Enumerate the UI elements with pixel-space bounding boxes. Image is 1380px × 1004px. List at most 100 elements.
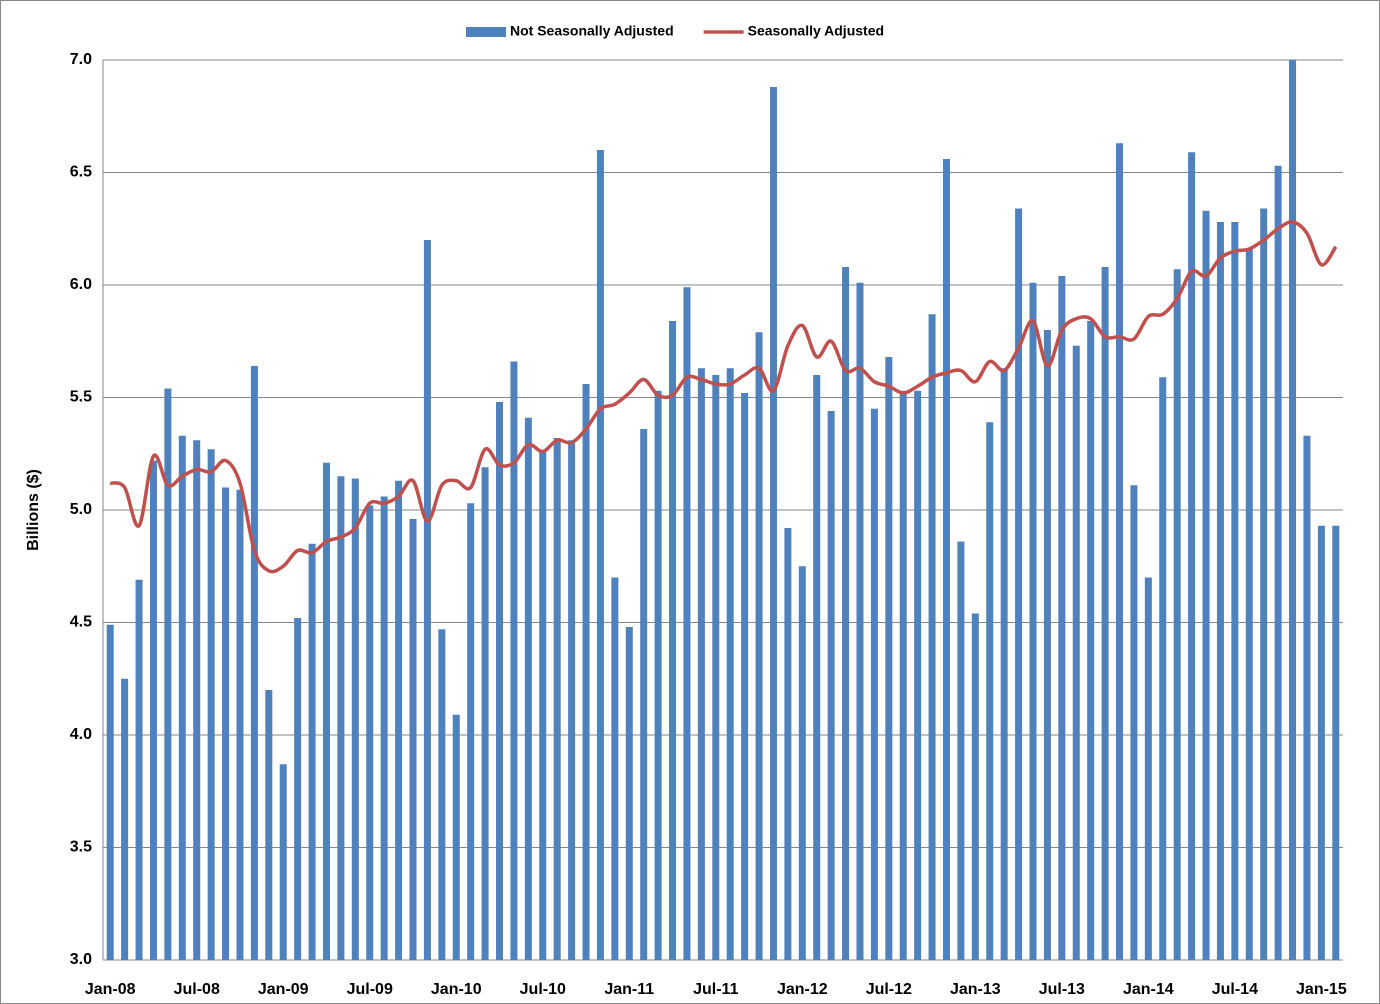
bar xyxy=(510,361,518,960)
x-tick-label: Jul-08 xyxy=(174,981,220,998)
x-tick-label: Jul-13 xyxy=(1039,981,1085,998)
bar xyxy=(856,282,864,960)
bar xyxy=(423,240,431,960)
bar xyxy=(1159,377,1167,960)
bar xyxy=(957,541,965,960)
x-tick-label: Jan-10 xyxy=(431,981,482,998)
bar xyxy=(1116,143,1124,960)
bar xyxy=(1130,485,1138,960)
bar xyxy=(351,478,359,960)
bar xyxy=(1101,267,1109,960)
bar xyxy=(842,267,850,960)
bar xyxy=(1072,345,1080,960)
bar xyxy=(1015,208,1023,960)
x-tick-label: Jan-15 xyxy=(1296,981,1347,998)
bar xyxy=(164,388,172,960)
bar xyxy=(135,579,143,960)
bar xyxy=(899,390,907,960)
bar xyxy=(1029,282,1037,960)
bar xyxy=(308,543,316,960)
bar xyxy=(1303,435,1311,960)
bar xyxy=(366,505,374,960)
x-tick-label: Jan-08 xyxy=(85,981,136,998)
bar xyxy=(1144,577,1152,960)
bar xyxy=(741,393,749,960)
bar xyxy=(712,375,720,960)
bar xyxy=(1000,368,1008,960)
x-tick-label: Jul-11 xyxy=(693,981,738,998)
legend-label: Not Seasonally Adjusted xyxy=(510,23,674,39)
y-tick-label: 4.0 xyxy=(70,726,92,743)
bar xyxy=(496,402,504,960)
bar xyxy=(1317,525,1325,960)
bar xyxy=(986,422,994,960)
bar xyxy=(481,467,489,960)
y-tick-label: 6.5 xyxy=(70,164,92,181)
bar xyxy=(784,528,792,960)
bar xyxy=(149,460,157,960)
bar xyxy=(1245,249,1253,960)
bar xyxy=(236,489,244,960)
y-tick-label: 4.5 xyxy=(70,614,92,631)
bar xyxy=(596,150,604,960)
bar xyxy=(1173,269,1181,960)
x-tick-label: Jul-10 xyxy=(520,981,566,998)
bar xyxy=(1202,210,1210,960)
bar xyxy=(813,375,821,960)
bar xyxy=(265,690,273,960)
bar xyxy=(798,566,806,960)
bar xyxy=(568,440,576,960)
bar xyxy=(697,368,705,960)
bar xyxy=(524,417,532,960)
bar xyxy=(1260,208,1268,960)
bar xyxy=(395,480,403,960)
bar xyxy=(611,577,619,960)
bar xyxy=(294,618,302,960)
bar xyxy=(539,451,547,960)
bar xyxy=(1332,525,1340,960)
bar xyxy=(582,384,590,960)
y-tick-label: 5.0 xyxy=(70,501,92,518)
bar xyxy=(654,390,662,960)
bar xyxy=(683,287,691,960)
bar xyxy=(467,503,475,960)
bar xyxy=(250,366,258,960)
bar xyxy=(928,314,936,960)
legend-label: Seasonally Adjusted xyxy=(748,23,884,39)
bar xyxy=(827,411,835,960)
bar xyxy=(1087,321,1095,960)
bar xyxy=(279,764,287,960)
bar xyxy=(1231,222,1239,960)
y-tick-label: 5.5 xyxy=(70,389,92,406)
bar xyxy=(971,613,979,960)
bar xyxy=(914,390,922,960)
y-tick-label: 3.5 xyxy=(70,839,92,856)
x-tick-label: Jan-13 xyxy=(950,981,1001,998)
x-tick-label: Jan-11 xyxy=(604,981,654,998)
bar xyxy=(640,429,648,960)
bar xyxy=(769,87,777,960)
bar xyxy=(726,368,734,960)
legend-marker xyxy=(466,27,506,37)
bar xyxy=(1289,60,1297,960)
bar xyxy=(106,624,114,960)
bar xyxy=(178,435,186,960)
bar xyxy=(222,487,230,960)
x-tick-label: Jan-09 xyxy=(258,981,309,998)
x-tick-label: Jan-12 xyxy=(777,981,828,998)
bar xyxy=(1274,165,1282,960)
bar xyxy=(121,678,129,960)
bar xyxy=(193,440,201,960)
bar xyxy=(755,332,763,960)
x-tick-label: Jul-14 xyxy=(1212,981,1258,998)
bar xyxy=(885,357,893,960)
bar xyxy=(1058,276,1066,960)
x-tick-label: Jan-14 xyxy=(1123,981,1174,998)
y-tick-label: 6.0 xyxy=(70,276,92,293)
bar xyxy=(452,714,460,960)
y-tick-label: 7.0 xyxy=(70,51,92,68)
bar xyxy=(380,496,388,960)
bar xyxy=(322,462,330,960)
